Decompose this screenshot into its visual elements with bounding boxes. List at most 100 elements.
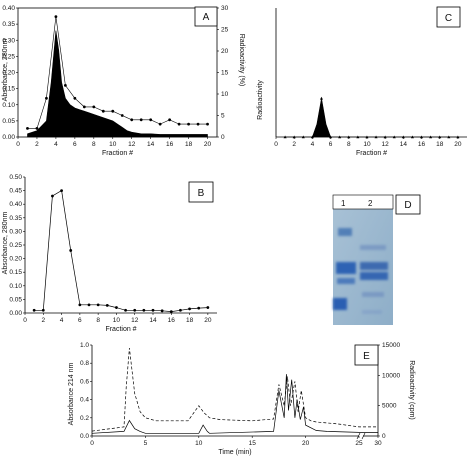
gel-bands (333, 228, 388, 314)
absorbance-point-b (160, 309, 164, 313)
radioactivity-point-c (392, 135, 396, 139)
y-tick-label-a: 0.40 (2, 5, 15, 12)
radioactivity-point-a (168, 118, 172, 122)
radioactivity-point-c (383, 135, 387, 139)
panel-letter-e: E (363, 351, 370, 362)
panel-letter-c: C (445, 13, 452, 24)
y2-tick-label-e: 15000 (382, 342, 400, 349)
absorbance-point-b (169, 310, 173, 314)
radioactivity-point-a (45, 96, 48, 100)
x-tick-label-c: 4 (311, 141, 315, 148)
radioactivity-point-c (447, 135, 451, 139)
panel-b: 0 2 4 6 8 10 12 14 16 18 20 0.00 0.05 0.10 0.15 0.20 0.2… (2, 174, 217, 333)
x-tick-label-a: 4 (54, 141, 58, 148)
y2-axis-label-e: Radioactivity (cpm) (408, 360, 415, 420)
x-tick-label-c: 10 (363, 141, 371, 148)
x-tick-label-a: 16 (166, 141, 174, 148)
y2-tick-label-a: 20 (221, 48, 229, 55)
radioactivity-point-a (82, 105, 86, 109)
absorbance-area-a (27, 30, 208, 138)
panel-letter-box-b (188, 181, 214, 203)
absorbance-point-b (60, 189, 63, 193)
absorbance-point-b (41, 308, 45, 312)
y2-tick-label-a: 10 (221, 91, 229, 98)
y-axis-label-e: Absorbance 214 nm (68, 363, 75, 426)
absorbance-point-b (87, 303, 91, 307)
radioactivity-point-c (283, 135, 287, 139)
y-tick-label-b: 0.10 (9, 283, 22, 290)
x-tick-label-a: 10 (109, 141, 117, 148)
radioactivity-point-a (26, 126, 29, 130)
y-axis-label-c: Radioactivity (257, 80, 264, 120)
radioactivity-point-c (310, 135, 314, 139)
y-tick-label-b: 0.40 (9, 201, 22, 208)
absorbance-point-b (206, 306, 210, 309)
x-tick-label-e: 0 (90, 440, 94, 447)
x-tick-label-b: 18 (186, 317, 194, 324)
x-tick-label-c: 0 (274, 141, 278, 148)
radioactivity-point-a (63, 84, 67, 87)
radioactivity-point-a (92, 105, 96, 109)
y-axis-label-a: Absorbance, 280nm (2, 39, 9, 102)
absorbance-line-e (91, 374, 378, 434)
radioactivity-point-a (130, 118, 134, 122)
absorbance-point-b (69, 249, 73, 252)
radioactivity-point-c (347, 135, 351, 139)
radioactivity-point-a (101, 109, 105, 113)
y-tick-label-e: 0.4 (80, 397, 89, 404)
absorbance-point-b (188, 307, 191, 311)
radioactivity-point-a (149, 118, 153, 122)
x-tick-label-a: 14 (147, 141, 155, 148)
panel-letter-box-c (436, 6, 461, 28)
x-tick-label-b: 20 (204, 317, 212, 324)
x-tick-label-c: 8 (347, 141, 351, 148)
panel-letter-box-e (354, 344, 379, 366)
absorbance-point-b (78, 303, 82, 307)
radioactivity-point-a (196, 122, 200, 126)
y2-tick-label-a: 25 (221, 27, 229, 34)
absorbance-point-b (197, 306, 201, 310)
x-tick-label-a: 12 (128, 141, 136, 148)
x-tick-label-c: 6 (329, 141, 333, 148)
y-tick-label-e: 1.0 (80, 342, 89, 349)
x-tick-label-e: 25 (355, 440, 363, 447)
x-axis-label-a: Fraction # (102, 150, 133, 157)
x-axis-label-e: Time (min) (218, 449, 251, 456)
lane-label-1: 1 (341, 199, 346, 208)
x-tick-label-b: 14 (149, 317, 157, 324)
absorbance-point-b (115, 306, 118, 309)
radioactivity-point-c (301, 135, 305, 139)
y-tick-label-a: 0.15 (2, 86, 15, 93)
radioactivity-point-c (374, 135, 378, 139)
x-tick-label-a: 8 (92, 141, 96, 148)
y-tick-label-b: 0.15 (9, 269, 22, 276)
x-tick-label-b: 12 (131, 317, 139, 324)
x-tick-label-b: 10 (113, 317, 121, 324)
x-tick-label-c: 16 (418, 141, 426, 148)
radioactivity-point-c (456, 135, 460, 139)
radioactivity-point-a (73, 96, 77, 100)
radioactivity-area-c (285, 98, 458, 138)
x-tick-label-b: 4 (60, 317, 64, 324)
panel-c: 0 2 4 6 8 10 12 14 16 18 20 Fraction # Radioactivity… (257, 6, 467, 157)
y2-axis-label-a: Radioactivity (%) (238, 34, 245, 87)
x-tick-label-b: 8 (96, 317, 100, 324)
y2-tick-label-a: 5 (221, 113, 225, 120)
y-tick-label-b: 0.50 (9, 174, 22, 181)
y2-tick-label-a: 30 (221, 5, 229, 12)
axis-break-mark-e2 (361, 432, 366, 440)
radioactivity-point-c (438, 135, 442, 139)
radioactivity-point-c (292, 135, 296, 139)
y-tick-label-e: 0.0 (80, 433, 89, 440)
y-tick-label-e: 0.2 (80, 415, 89, 422)
panel-a: 0 2 4 6 8 10 12 14 16 18 20 0.00 0.05 0.10 0.15 0.20 0.2… (2, 5, 245, 157)
radioactivity-point-c (365, 135, 369, 139)
x-tick-label-a: 18 (185, 141, 193, 148)
y-tick-label-a: 0.35 (2, 21, 15, 28)
radioactivity-point-a (158, 122, 162, 126)
radioactivity-point-c (420, 135, 424, 139)
y2-tick-label-e: 0 (382, 433, 386, 440)
y-tick-label-a: 0.20 (2, 70, 15, 77)
radioactivity-point-a (187, 122, 190, 126)
